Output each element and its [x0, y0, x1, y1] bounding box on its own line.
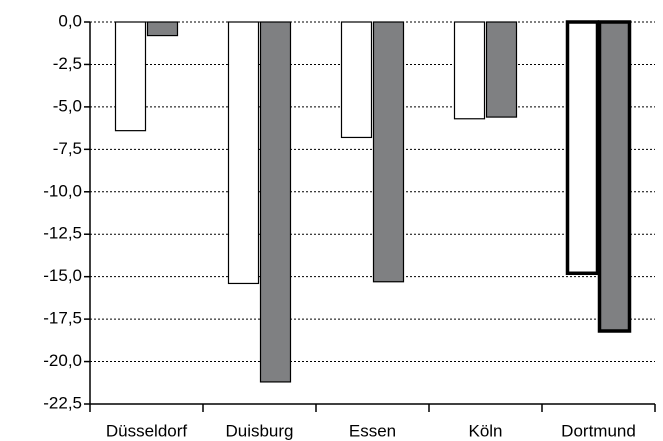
bar [259, 21, 292, 383]
y-tick-label: -2,5 [53, 54, 82, 73]
y-tick-label: -12,5 [43, 224, 82, 243]
y-tick-label: -5,0 [53, 96, 82, 115]
x-tick-label: Essen [349, 421, 396, 440]
y-tick-label: -10,0 [43, 181, 82, 200]
bar [114, 21, 147, 132]
bar [227, 21, 260, 285]
y-tick-label: -15,0 [43, 266, 82, 285]
bar [565, 20, 600, 276]
y-tick-label: -7,5 [53, 139, 82, 158]
bar [146, 21, 179, 37]
bar [372, 21, 405, 283]
x-tick-label: Düsseldorf [106, 421, 188, 440]
bar [485, 21, 518, 118]
y-tick-label: -17,5 [43, 309, 82, 328]
x-tick-label: Duisburg [225, 421, 293, 440]
bar [597, 20, 632, 333]
x-tick-label: Dortmund [561, 421, 636, 440]
y-tick-label: -22,5 [43, 393, 82, 412]
bar [340, 21, 373, 139]
x-tick-label: Köln [468, 421, 502, 440]
bar [453, 21, 486, 120]
y-tick-label: 0,0 [58, 11, 82, 30]
y-tick-label: -20,0 [43, 351, 82, 370]
